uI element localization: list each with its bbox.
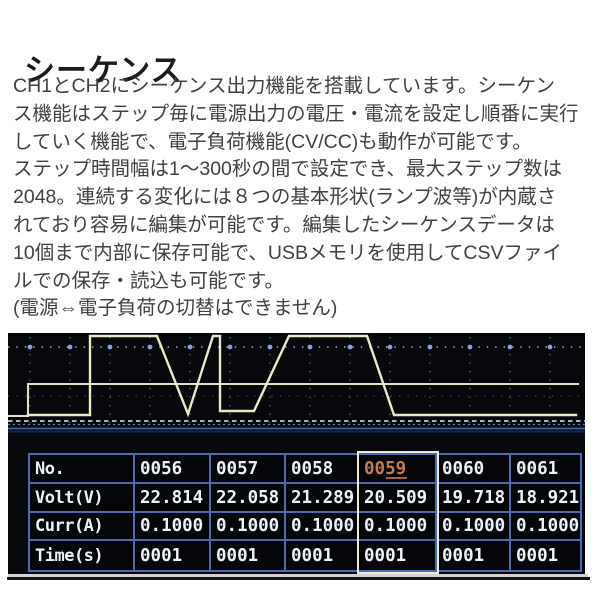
scope-screen — [8, 334, 585, 433]
intro-line: していく機能で、電子負荷機能(CV/CC)も動作が可能です。 — [13, 130, 532, 153]
table-cell: 21.289 — [286, 484, 359, 513]
table-cell: 18.921 — [511, 484, 580, 513]
page-title: シーケンス — [24, 52, 183, 88]
table-cell: 0061 — [511, 455, 580, 484]
table-cell: 0.1000 — [437, 513, 511, 541]
photo-bottom-edge-shadow — [7, 577, 590, 580]
table-cell: 0.1000 — [511, 513, 580, 541]
intro-line: 10個まで内部に保存可能で、USBメモリを使用してCSVファイ — [13, 241, 563, 264]
intro-paragraph: CH1とCH2にシーケンス出力機能を搭載しています。シーケン ス機能はステップ毎… — [13, 73, 591, 323]
table-cell: 0.1000 — [286, 513, 359, 541]
table-cell: 0001 — [135, 541, 211, 570]
table-cell: 22.814 — [135, 484, 211, 513]
table-cell: 0001 — [516, 545, 559, 566]
intro-line: ステップ時間幅は1〜300秒の間で設定でき、最大ステップ数は — [13, 158, 563, 181]
table-cell: 0.1000 — [135, 513, 211, 541]
table-cell: 19.718 — [437, 484, 511, 513]
intro-line: れており容易に編集が可能です。編集したシーケンスデータは — [13, 213, 555, 236]
table-cell: 20.509 — [359, 484, 437, 513]
intro-line: 2048。連続する変化には８つの基本形状(ランプ波等)が内蔵さ — [13, 186, 557, 209]
table-cell: 0001 — [437, 541, 511, 570]
table-cell: 0001 — [211, 541, 286, 570]
scope-baseline — [8, 420, 585, 433]
table-cell: 0001 — [286, 541, 359, 570]
scope-grid — [8, 337, 585, 423]
table-row-label: Volt(V) — [30, 484, 135, 513]
waveform-trace-flat — [8, 382, 580, 418]
table-row-label: Time(s) — [30, 541, 135, 570]
intro-line: ルでの保存・読込も可能です。 — [13, 269, 285, 292]
waveform-trace-sequence — [26, 334, 578, 418]
table-cell: 0057 — [211, 455, 286, 484]
photo-bottom-edge-highlight — [8, 574, 588, 577]
edit-cursor-underline — [386, 476, 407, 479]
table-cell: 0001 — [359, 541, 437, 570]
table-cell: 0.1000 — [359, 513, 437, 541]
intro-line: CH1とCH2にシーケンス出力機能を搭載しています。シーケン — [13, 75, 555, 97]
table-cell: 22.058 — [211, 484, 286, 513]
table-cell-selected-step: 0059 — [359, 455, 437, 484]
table-cell: 0058 — [286, 455, 359, 484]
table-row-label: Curr(A) — [30, 513, 135, 541]
intro-line: (電源⇔電子負荷の切替はできません) — [13, 297, 338, 320]
table-row-label: No. — [30, 455, 135, 484]
table-cell: 0060 — [437, 455, 511, 484]
intro-line: ス機能はステップ毎に電源出力の電圧・電流を設定し順番に実行 — [13, 102, 579, 125]
selected-step-number: 0059 — [364, 458, 407, 479]
instrument-photo: No. 0056 0057 0058 0059 0060 0061 Volt(V… — [8, 333, 585, 574]
sequence-table: No. 0056 0057 0058 0059 0060 0061 Volt(V… — [28, 453, 582, 572]
table-cell: 0.1000 — [211, 513, 286, 541]
table-cell: 0056 — [135, 455, 211, 484]
